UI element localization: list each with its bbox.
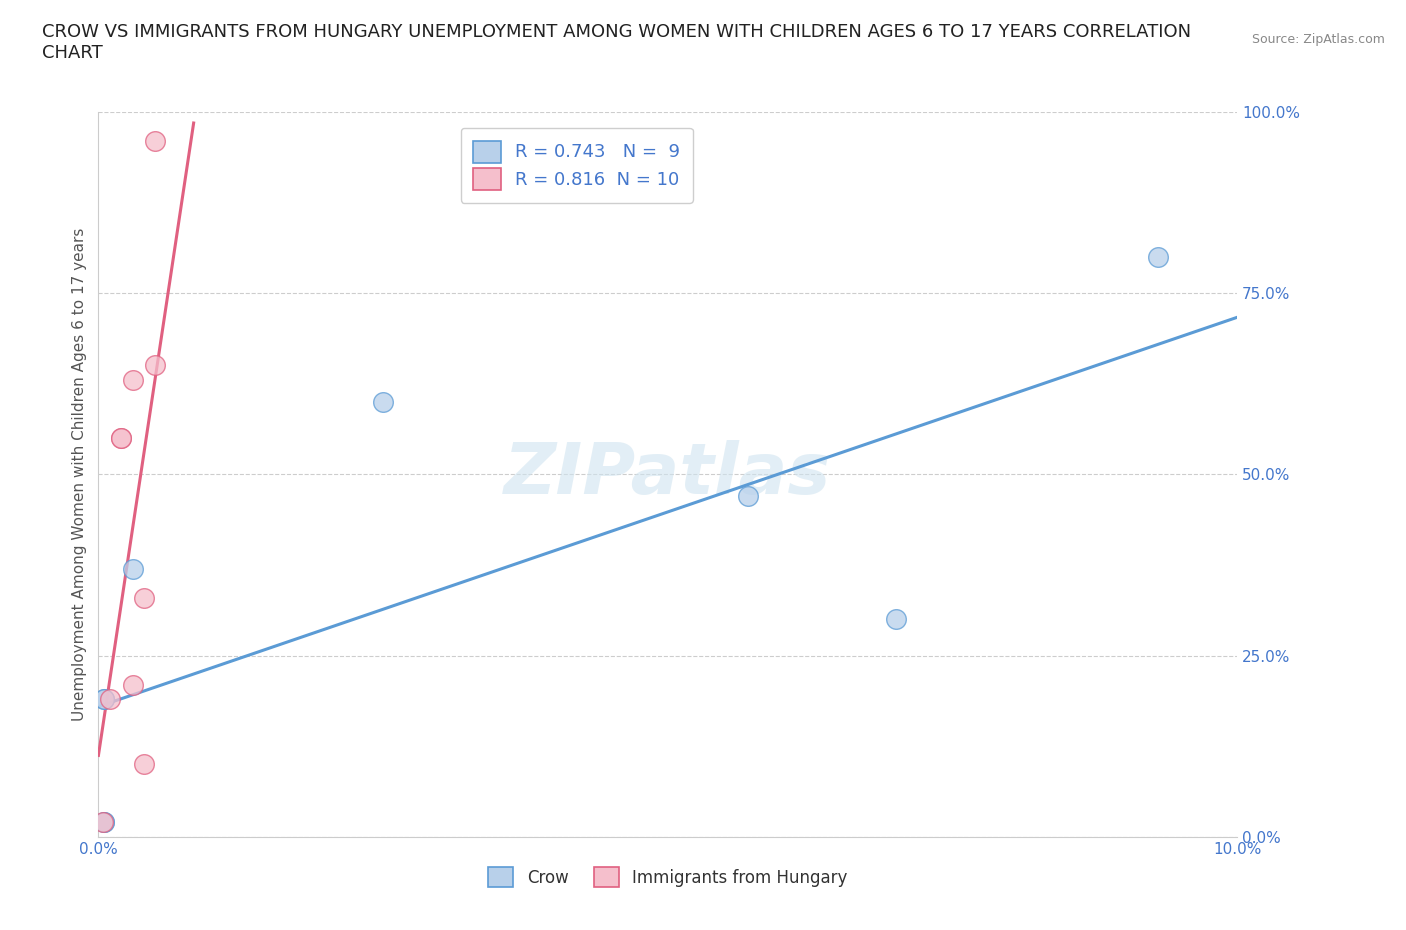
Point [98, 692, 121, 707]
Point [1146, 249, 1168, 264]
Point [121, 561, 143, 576]
Point [93, 815, 115, 830]
Point [132, 591, 155, 605]
Point [91, 815, 114, 830]
Point [737, 488, 759, 503]
Point [145, 358, 167, 373]
Point [93, 815, 115, 830]
Point [145, 133, 167, 148]
Y-axis label: Unemployment Among Women with Children Ages 6 to 17 years: Unemployment Among Women with Children A… [72, 228, 87, 721]
Legend: Crow, Immigrants from Hungary: Crow, Immigrants from Hungary [482, 860, 853, 894]
Point [110, 431, 132, 445]
Point [110, 431, 132, 445]
Text: Source: ZipAtlas.com: Source: ZipAtlas.com [1251, 33, 1385, 46]
Point [93, 692, 115, 707]
Point [884, 612, 907, 627]
Point [93, 692, 115, 707]
Point [373, 394, 395, 409]
Text: CROW VS IMMIGRANTS FROM HUNGARY UNEMPLOYMENT AMONG WOMEN WITH CHILDREN AGES 6 TO: CROW VS IMMIGRANTS FROM HUNGARY UNEMPLOY… [42, 23, 1191, 62]
Point [132, 757, 155, 772]
Text: ZIPatlas: ZIPatlas [505, 440, 831, 509]
Point [121, 677, 143, 692]
Point [121, 373, 143, 388]
